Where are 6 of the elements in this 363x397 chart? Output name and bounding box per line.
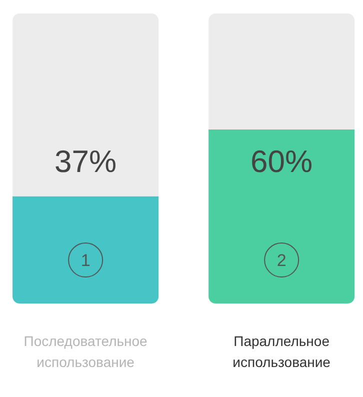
x-tick-label: Параллельное использование [232, 332, 331, 370]
x-tick-label: Последовательное использование [24, 332, 148, 370]
data-label: 60% [250, 144, 313, 179]
data-label: 37% [54, 144, 117, 179]
annotation: 2 [276, 251, 286, 270]
annotation: 1 [80, 251, 90, 270]
